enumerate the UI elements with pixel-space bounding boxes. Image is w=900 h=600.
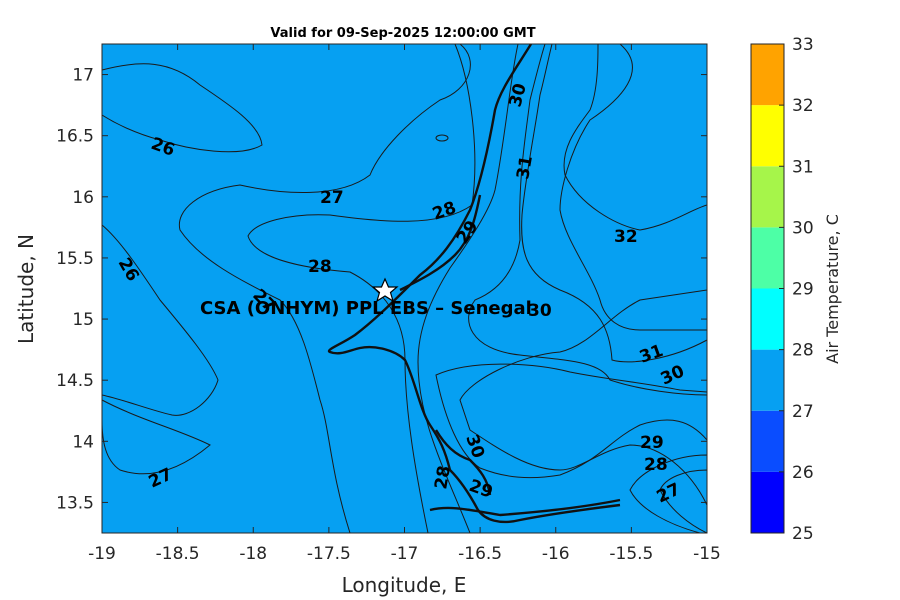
x-tick-label: -16.5 <box>458 544 502 564</box>
y-tick-label: 16 <box>72 188 94 208</box>
y-tick-label: 14 <box>72 432 94 452</box>
site-label: CSA (ONHYM) PPL EBS – Senegal <box>200 298 532 319</box>
temperature-field <box>102 44 707 533</box>
contour-label: 28 <box>308 257 332 277</box>
band-25-26-west <box>102 224 219 416</box>
colorbar-swatch <box>751 227 784 289</box>
contour-label: 31 <box>513 154 537 181</box>
colorbar-tick-label: 26 <box>792 463 814 483</box>
y-tick-label: 15.5 <box>56 249 94 269</box>
band-27-28-southwest <box>102 399 211 475</box>
colorbar-swatch <box>751 471 784 533</box>
band-32-33 <box>563 44 707 231</box>
x-axis-label: Longitude, E <box>342 573 467 597</box>
site-star-icon <box>371 277 399 303</box>
band-26-27-southeast <box>659 469 707 533</box>
y-tick-label: 13.5 <box>56 493 94 513</box>
colorbar-tick-label: 27 <box>792 402 814 422</box>
colorbar-swatch <box>751 349 784 411</box>
contour-label: 28 <box>644 455 668 475</box>
colorbar-tick-label: 30 <box>792 218 814 238</box>
x-tick-label: -18.5 <box>156 544 200 564</box>
river-coast <box>399 194 621 517</box>
y-tick-label: 17 <box>72 66 94 86</box>
map-title: Valid for 09-Sep-2025 12:00:00 GMT <box>270 26 535 41</box>
x-tick-label: -15.5 <box>609 544 653 564</box>
colorbar-tick-label: 32 <box>792 96 814 116</box>
x-axis: -19 -18.5 -18 -17.5 -17 -16.5 -16 -15.5 -15 <box>88 44 721 564</box>
band-25-26-north <box>102 63 263 153</box>
x-tick-label: -17.5 <box>307 544 351 564</box>
colorbar-swatch <box>751 44 784 106</box>
y-axis: 13.5 14 14.5 15 15.5 16 16.5 17 <box>56 66 707 513</box>
x-tick-label: -18 <box>239 544 267 564</box>
colorbar-label: Air Temperature, C <box>823 214 842 364</box>
island-contour <box>435 134 449 142</box>
colorbar-swatch <box>751 288 784 350</box>
colorbar-swatch <box>751 410 784 472</box>
x-tick-label: -16 <box>542 544 570 564</box>
band-30-31 <box>468 44 707 396</box>
colorbar-tick-label: 29 <box>792 280 814 300</box>
contour-label: 30 <box>528 301 552 321</box>
band-26-27-west <box>102 44 471 533</box>
x-tick-label: -19 <box>88 544 116 564</box>
y-tick-label: 16.5 <box>56 127 94 147</box>
colorbar-tick-label: 33 <box>792 35 814 55</box>
y-axis-label: Latitude, N <box>14 234 38 344</box>
band-27-28-southeast <box>629 454 707 533</box>
y-tick-label: 14.5 <box>56 371 94 391</box>
colorbar-tick-label: 31 <box>792 157 814 177</box>
y-tick-label: 15 <box>72 310 94 330</box>
colorbar-tick-label: 25 <box>792 524 814 544</box>
contour-label: 32 <box>614 227 638 247</box>
colorbar-swatch <box>751 166 784 228</box>
band-31-32 <box>521 44 707 363</box>
colorbar: 25 26 27 28 29 30 31 32 33 <box>750 35 814 544</box>
contour-label: 27 <box>320 188 344 208</box>
colorbar-tick-label: 28 <box>792 341 814 361</box>
x-tick-label: -17 <box>391 544 419 564</box>
contour-label: 28 <box>431 464 455 491</box>
contour-label: 29 <box>640 433 664 453</box>
band-29-30 <box>417 44 707 533</box>
x-tick-label: -15 <box>693 544 721 564</box>
colorbar-swatch <box>751 105 784 167</box>
band-30-31-south <box>435 363 707 479</box>
